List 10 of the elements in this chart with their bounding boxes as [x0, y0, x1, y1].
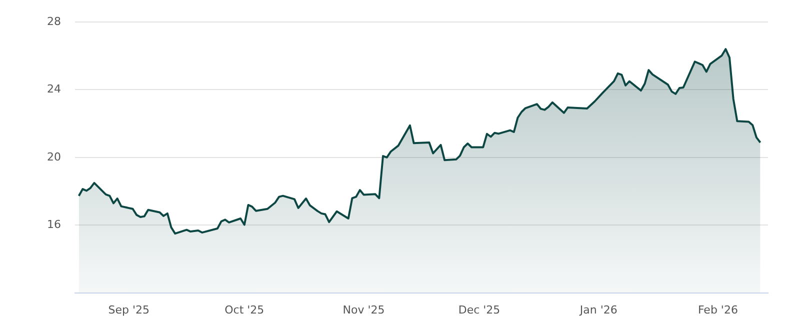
- y-tick-label: 16: [47, 218, 61, 231]
- x-tick-label: Jan '26: [578, 303, 618, 316]
- x-tick-label: Sep '25: [108, 303, 150, 316]
- x-tick-label: Nov '25: [342, 303, 385, 316]
- x-tick-label: Dec '25: [458, 303, 500, 316]
- y-tick-label: 28: [47, 14, 61, 28]
- y-tick-label: 20: [47, 150, 61, 164]
- x-tick-label: Oct '25: [224, 303, 264, 316]
- y-tick-label: 24: [47, 82, 61, 96]
- x-tick-label: Feb '26: [698, 303, 738, 316]
